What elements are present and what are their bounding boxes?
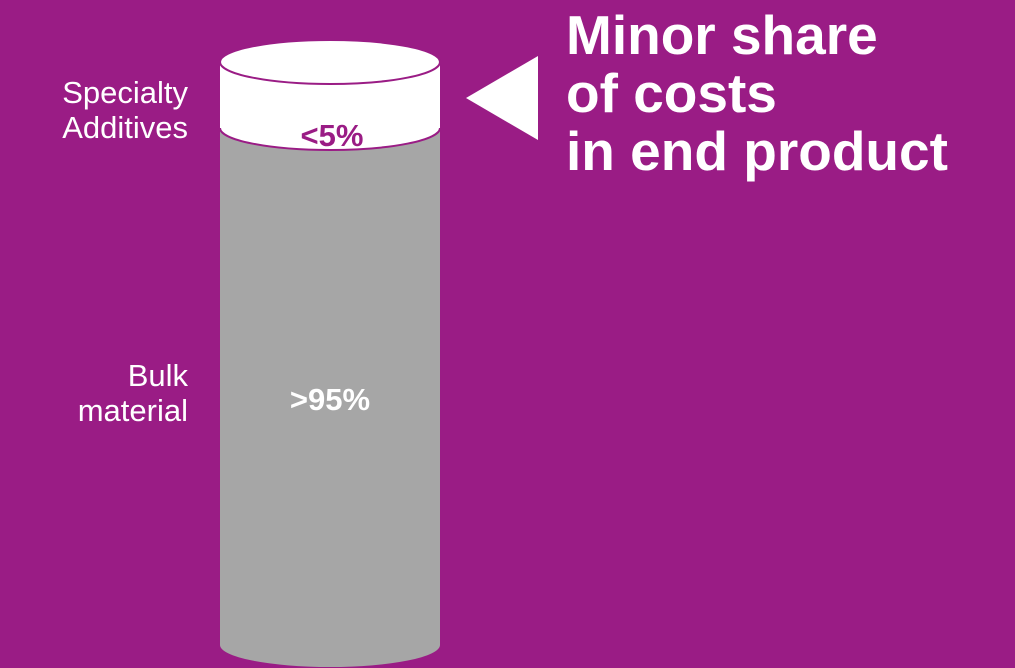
segment-divider [219,127,441,151]
bulk-share-label: >95% [290,382,370,417]
headline-line3: in end product [566,120,948,182]
specialty-additives-label-line1: Specialty [62,75,188,110]
cylinder-top [219,39,441,85]
left-triangle-arrow-icon [466,56,538,140]
headline-line2: of costs [566,62,777,124]
specialty-additives-label-line2: Additives [62,110,188,145]
bulk-material-segment [220,128,440,667]
headline: Minor share of costs in end product [566,6,948,180]
bulk-material-label-line1: Bulk [127,358,188,393]
bulk-material-label: Bulk material [8,358,188,428]
bulk-material-label-line2: material [77,393,188,428]
specialty-additives-label: Specialty Additives [8,75,188,145]
additives-share-label: <5% [301,118,364,153]
specialty-additives-segment [220,62,440,150]
headline-line1: Minor share [566,4,878,66]
